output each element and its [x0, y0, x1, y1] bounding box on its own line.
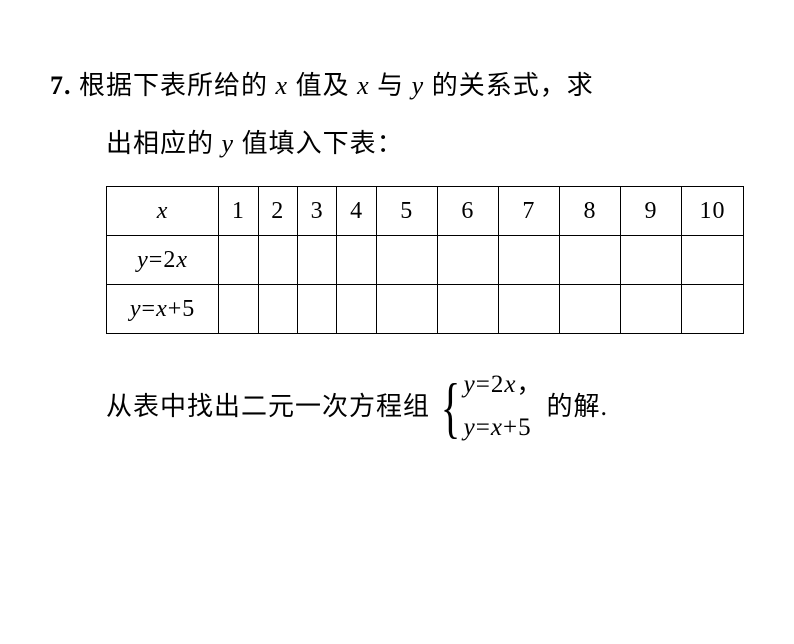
footer-line: 从表中找出二元一次方程组 { y=2x， y=x+5 的解. — [50, 364, 744, 449]
text-1a: 根据下表所给的 — [79, 71, 276, 100]
cell-r3-1 — [219, 285, 258, 334]
equation-lines: y=2x， y=x+5 — [464, 364, 543, 449]
var-x-1: x — [276, 71, 289, 100]
eq2-x: x — [491, 414, 503, 441]
r3-y: y — [130, 296, 142, 322]
cell-r2-2 — [258, 236, 297, 285]
problem-line-2: 出相应的 y 值填入下表： — [50, 118, 744, 170]
eq1-y: y — [464, 371, 476, 398]
cell-r3-8 — [559, 285, 620, 334]
cell-r2-10 — [682, 236, 744, 285]
problem-number: 7. — [50, 71, 72, 100]
cell-h10: 10 — [682, 187, 744, 236]
cell-h4: 4 — [337, 187, 376, 236]
footer-text-2: 的解. — [547, 387, 609, 426]
var-x-2: x — [357, 71, 370, 100]
x-label-text: x — [157, 198, 169, 224]
cell-r2-5 — [376, 236, 437, 285]
cell-h5: 5 — [376, 187, 437, 236]
cell-r2-4 — [337, 236, 376, 285]
equation-2: y=x+5 — [464, 407, 543, 450]
r2-x: x — [176, 247, 188, 273]
cell-h6: 6 — [437, 187, 498, 236]
cell-r2-9 — [621, 236, 682, 285]
eq2-y: y — [464, 414, 476, 441]
text-1c: 与 — [370, 71, 412, 100]
cell-h9: 9 — [621, 187, 682, 236]
cell-r3-2 — [258, 285, 297, 334]
cell-r3-3 — [297, 285, 336, 334]
r2-y: y — [137, 247, 149, 273]
data-table: x 1 2 3 4 5 6 7 8 9 10 y=2x — [106, 186, 744, 334]
table-row-x5: y=x+5 — [107, 285, 744, 334]
eq2-eq: = — [476, 414, 491, 441]
cell-h2: 2 — [258, 187, 297, 236]
problem-container: 7. 根据下表所给的 x 值及 x 与 y 的关系式，求 出相应的 y 值填入下… — [50, 60, 744, 449]
eq1-2: 2 — [491, 371, 505, 398]
equation-1: y=2x， — [464, 364, 543, 407]
r3-plus: + — [168, 296, 183, 322]
r2-eq: = — [149, 247, 164, 273]
cell-x-label: x — [107, 187, 219, 236]
cell-r3-7 — [498, 285, 559, 334]
left-brace-icon: { — [441, 373, 461, 441]
cell-r2-6 — [437, 236, 498, 285]
cell-r3-9 — [621, 285, 682, 334]
r3-x: x — [156, 296, 168, 322]
cell-r2-1 — [219, 236, 258, 285]
table-row-2x: y=2x — [107, 236, 744, 285]
cell-r2-8 — [559, 236, 620, 285]
problem-line-1: 7. 根据下表所给的 x 值及 x 与 y 的关系式，求 — [50, 60, 744, 112]
table-wrap: x 1 2 3 4 5 6 7 8 9 10 y=2x — [50, 186, 744, 334]
cell-y2x-label: y=2x — [107, 236, 219, 285]
cell-h8: 8 — [559, 187, 620, 236]
r2-2: 2 — [163, 247, 176, 273]
equation-system: { y=2x， y=x+5 — [434, 364, 542, 449]
text-1d: 的关系式，求 — [424, 71, 594, 100]
eq1-comma: ， — [516, 371, 542, 398]
table-row-header: x 1 2 3 4 5 6 7 8 9 10 — [107, 187, 744, 236]
cell-r3-5 — [376, 285, 437, 334]
text-1b: 值及 — [288, 71, 357, 100]
r3-eq: = — [142, 296, 157, 322]
cell-r3-10 — [682, 285, 744, 334]
cell-r3-4 — [337, 285, 376, 334]
text-2a: 出相应的 — [106, 129, 222, 158]
cell-r2-7 — [498, 236, 559, 285]
cell-h7: 7 — [498, 187, 559, 236]
var-y-1: y — [412, 71, 425, 100]
cell-h1: 1 — [219, 187, 258, 236]
footer-text-1: 从表中找出二元一次方程组 — [106, 387, 430, 426]
r3-5: 5 — [182, 296, 195, 322]
eq2-5: 5 — [518, 414, 532, 441]
cell-yx5-label: y=x+5 — [107, 285, 219, 334]
text-2b: 值填入下表： — [234, 129, 404, 158]
eq1-x: x — [504, 371, 516, 398]
cell-r3-6 — [437, 285, 498, 334]
cell-h3: 3 — [297, 187, 336, 236]
var-y-2: y — [222, 129, 235, 158]
eq1-eq: = — [476, 371, 491, 398]
cell-r2-3 — [297, 236, 336, 285]
eq2-plus: + — [503, 414, 518, 441]
